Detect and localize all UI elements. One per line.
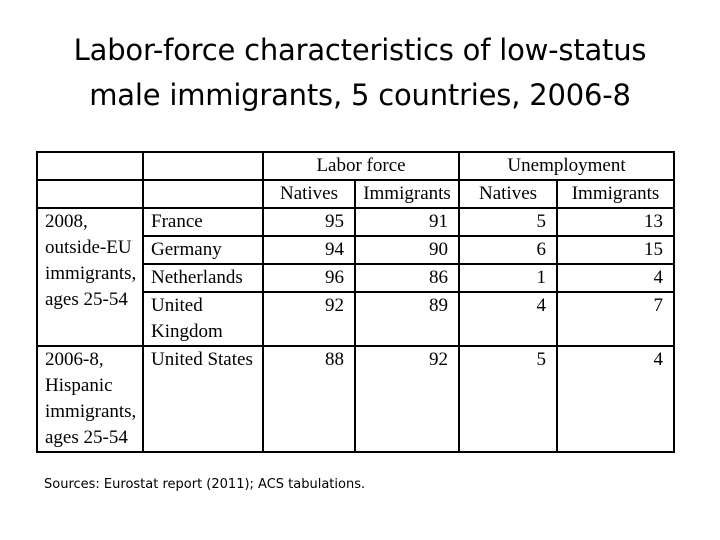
table-row: 2008, outside-EU immigrants, ages 25-54 … bbox=[36, 207, 676, 347]
slide-title: Labor-force characteristics of low-statu… bbox=[20, 28, 700, 118]
country-cell: United States bbox=[142, 345, 264, 453]
lf-immigrants-cell: 91 bbox=[353, 207, 461, 237]
header-unemployment: Unemployment bbox=[458, 151, 676, 181]
lf-natives-cell: 88 bbox=[262, 345, 356, 453]
group-label-line: immigrants, bbox=[45, 401, 137, 422]
header-blank-2 bbox=[142, 151, 264, 181]
group-label-line: immigrants, bbox=[45, 263, 137, 284]
country-cell: Germany bbox=[142, 235, 264, 265]
table-row: United Kingdom 92 89 4 7 bbox=[37, 291, 676, 347]
table-row: 2006-8, Hispanic immigrants, ages 25-54 … bbox=[36, 345, 676, 453]
lf-immigrants-cell: 90 bbox=[353, 235, 461, 265]
group-label-line: 2008, bbox=[45, 211, 88, 232]
table-row: Germany 94 90 6 15 bbox=[37, 235, 676, 265]
table-row: Netherlands 96 86 1 4 bbox=[37, 263, 676, 293]
country-cell: France bbox=[142, 207, 264, 237]
header-blank-3 bbox=[36, 179, 144, 209]
group-label-line: outside-EU bbox=[45, 237, 132, 258]
un-immigrants-cell: 7 bbox=[556, 291, 676, 347]
header-row-sub: Natives Immigrants Natives Immigrants bbox=[36, 179, 676, 209]
header-labor-force: Labor force bbox=[261, 151, 461, 181]
lf-natives-cell: 92 bbox=[262, 291, 356, 347]
country-cell: Netherlands bbox=[142, 263, 264, 293]
un-immigrants-cell: 13 bbox=[556, 207, 676, 237]
header-blank-1 bbox=[36, 151, 144, 181]
lf-immigrants-cell: 92 bbox=[353, 345, 461, 453]
lf-natives-cell: 94 bbox=[262, 235, 356, 265]
group-label-line: ages 25-54 bbox=[45, 427, 128, 448]
un-immigrants-cell: 4 bbox=[556, 345, 676, 453]
header-blank-4 bbox=[142, 179, 264, 209]
header-un-immigrants: Immigrants bbox=[556, 179, 676, 209]
un-natives-cell: 1 bbox=[458, 263, 559, 293]
header-lf-immigrants: Immigrants bbox=[353, 179, 461, 209]
country-cell: United Kingdom bbox=[142, 291, 264, 347]
un-natives-cell: 6 bbox=[458, 235, 559, 265]
sources-note: Sources: Eurostat report (2011); ACS tab… bbox=[44, 477, 366, 492]
group-label-line: ages 25-54 bbox=[45, 289, 128, 310]
lf-immigrants-cell: 89 bbox=[353, 291, 461, 347]
un-natives-cell: 5 bbox=[458, 345, 559, 453]
lf-natives-cell: 96 bbox=[262, 263, 356, 293]
group-label-us: 2006-8, Hispanic immigrants, ages 25-54 bbox=[36, 345, 144, 453]
labor-force-table: Labor force Unemployment Natives Immigra… bbox=[36, 151, 676, 453]
un-immigrants-cell: 4 bbox=[556, 263, 676, 293]
un-immigrants-cell: 15 bbox=[556, 235, 676, 265]
un-natives-cell: 5 bbox=[458, 207, 559, 237]
group-label-line: Hispanic bbox=[45, 375, 113, 396]
country-line: Kingdom bbox=[151, 321, 223, 342]
header-row-groups: Labor force Unemployment bbox=[36, 151, 676, 181]
lf-immigrants-cell: 86 bbox=[353, 263, 461, 293]
group-label-line: 2006-8, bbox=[45, 349, 104, 370]
title-line-1: Labor-force characteristics of low-statu… bbox=[73, 33, 647, 67]
un-natives-cell: 4 bbox=[458, 291, 559, 347]
title-line-2: male immigrants, 5 countries, 2006-8 bbox=[89, 78, 631, 112]
country-line: United bbox=[151, 295, 203, 316]
group-label-eu: 2008, outside-EU immigrants, ages 25-54 bbox=[36, 207, 144, 347]
header-un-natives: Natives bbox=[458, 179, 559, 209]
lf-natives-cell: 95 bbox=[262, 207, 356, 237]
header-lf-natives: Natives bbox=[262, 179, 356, 209]
